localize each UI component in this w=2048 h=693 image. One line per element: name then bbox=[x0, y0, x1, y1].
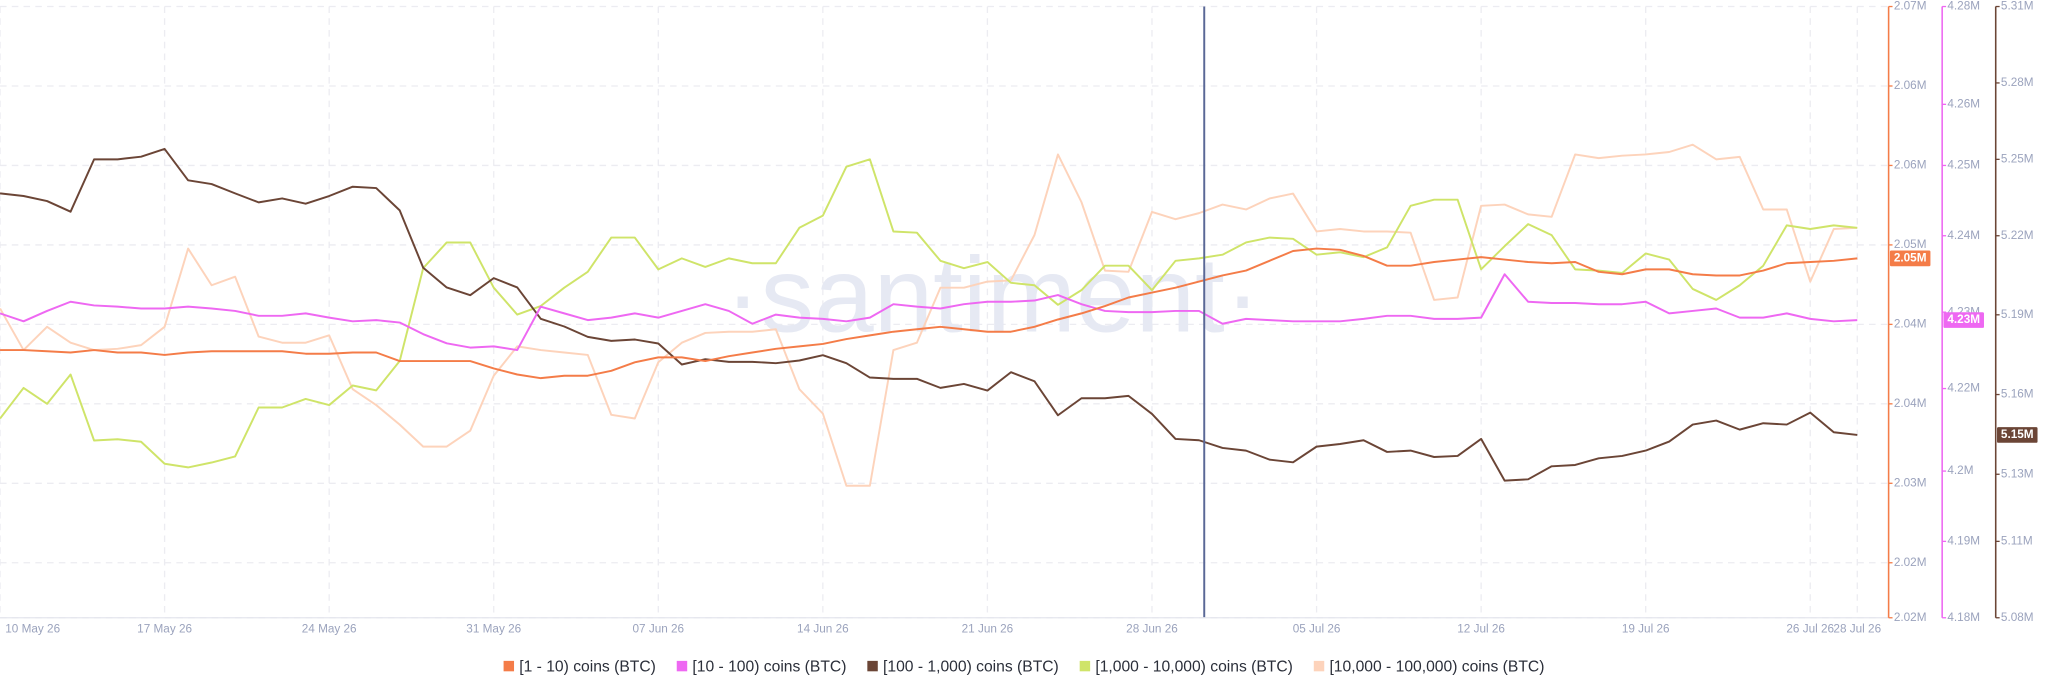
legend-swatch bbox=[867, 660, 878, 672]
x-tick-label: 05 Jul 26 bbox=[1293, 623, 1341, 636]
current-value-badge bbox=[1889, 250, 1931, 267]
y-tick-label: 4.25M bbox=[1947, 159, 1980, 172]
y-tick-label: 2.07M bbox=[1894, 0, 1927, 13]
legend-item: [10,000 - 100,000) coins (BTC) bbox=[1313, 659, 1544, 676]
y-tick-label: 4.26M bbox=[1947, 97, 1980, 110]
legend-swatch bbox=[676, 660, 688, 672]
x-tick-label: 17 May 26 bbox=[137, 623, 192, 636]
x-tick-label: 12 Jul 26 bbox=[1457, 623, 1505, 636]
legend-swatch bbox=[1079, 660, 1091, 672]
legend-item: [1,000 - 10,000) coins (BTC) bbox=[1079, 659, 1293, 676]
legend-label: [1 - 10) coins (BTC) bbox=[519, 659, 656, 676]
y-tick-label: 5.28M bbox=[2001, 76, 2034, 89]
current-value-label: 2.05M bbox=[1894, 251, 1927, 264]
legend-label: [1,000 - 10,000) coins (BTC) bbox=[1095, 659, 1293, 676]
y-tick-label: 2.02M bbox=[1894, 556, 1927, 569]
legend-label: [10,000 - 100,000) coins (BTC) bbox=[1329, 659, 1544, 676]
y-tick-label: 4.18M bbox=[1947, 611, 1980, 624]
legend-label: [100 - 1,000) coins (BTC) bbox=[883, 659, 1059, 676]
x-tick-label: 31 May 26 bbox=[466, 623, 521, 636]
y-tick-label: 5.31M bbox=[2001, 0, 2034, 13]
y-tick-label: 2.03M bbox=[1894, 476, 1927, 489]
legend: [1 - 10) coins (BTC) [10 - 100) coins (BT… bbox=[503, 659, 1544, 676]
x-tick-label: 14 Jun 26 bbox=[797, 623, 849, 636]
grid bbox=[0, 5, 1889, 619]
y-tick-label: 5.22M bbox=[2001, 229, 2034, 242]
y-tick-label: 2.04M bbox=[1894, 317, 1927, 330]
legend-swatch bbox=[503, 660, 515, 672]
axes: 10 May 26 17 May 26 24 May 26 31 May 26 07 J… bbox=[0, 0, 2038, 636]
y-tick-label: 2.04M bbox=[1894, 397, 1927, 410]
y-tick-label: 4.24M bbox=[1947, 229, 1980, 242]
y-tick-label: 2.05M bbox=[1894, 238, 1927, 251]
legend-item: [100 - 1,000) coins (BTC) bbox=[867, 659, 1059, 676]
y-tick-label: 4.2M bbox=[1947, 464, 1973, 477]
y-tick-label: 5.25M bbox=[2001, 152, 2034, 165]
legend-item: [10 - 100) coins (BTC) bbox=[676, 659, 846, 676]
current-value-label: 4.23M bbox=[1947, 313, 1980, 326]
current-value-label: 5.15M bbox=[2001, 428, 2034, 441]
series-line bbox=[0, 147, 1858, 482]
legend-swatch bbox=[1313, 660, 1325, 672]
y-tick-label: 5.13M bbox=[2001, 467, 2034, 480]
watermark: ·santiment· bbox=[725, 234, 1261, 354]
legend-item: [1 - 10) coins (BTC) bbox=[503, 659, 656, 676]
y-tick-label: 5.11M bbox=[2001, 534, 2033, 547]
y-tick-label: 4.28M bbox=[1947, 0, 1980, 13]
x-tick-label: 24 May 26 bbox=[302, 623, 357, 636]
y-tick-label: 4.22M bbox=[1947, 382, 1980, 395]
x-tick-label: 28 Jun 26 bbox=[1126, 623, 1178, 636]
y-tick-label: 2.02M bbox=[1894, 611, 1927, 624]
x-tick-label: 26 Jul 26 bbox=[1786, 623, 1834, 636]
y-tick-label: 2.06M bbox=[1894, 79, 1927, 92]
series-line bbox=[0, 247, 1858, 380]
x-tick-label: 21 Jun 26 bbox=[962, 623, 1014, 636]
y-tick-label: 5.19M bbox=[2001, 308, 2034, 321]
legend-label: [10 - 100) coins (BTC) bbox=[692, 659, 846, 676]
y-tick-label: 2.06M bbox=[1894, 159, 1927, 172]
x-tick-label: 10 May 26 bbox=[5, 623, 60, 636]
current-value-badge bbox=[1943, 312, 1984, 328]
series-line bbox=[0, 158, 1858, 469]
y-tick-label: 5.16M bbox=[2001, 388, 2034, 401]
series-line bbox=[0, 273, 1858, 352]
y-tick-label: 5.08M bbox=[2001, 611, 2034, 624]
x-tick-label: 07 Jun 26 bbox=[632, 623, 684, 636]
x-tick-label: 28 Jul 26 bbox=[1833, 623, 1881, 636]
plot bbox=[0, 143, 1858, 487]
series-line bbox=[0, 143, 1858, 487]
current-value-badge bbox=[1997, 427, 2038, 443]
y-tick-label: 4.19M bbox=[1947, 534, 1980, 547]
x-tick-label: 19 Jul 26 bbox=[1622, 623, 1670, 636]
